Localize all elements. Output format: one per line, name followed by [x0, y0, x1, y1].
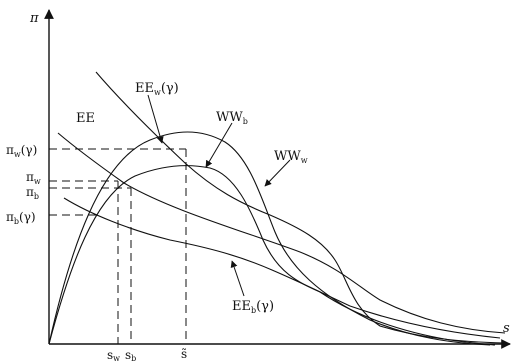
y-tick-pi-w: πw [26, 170, 41, 186]
y-tick-pi-b-gamma: πb(γ) [6, 210, 36, 226]
label-ww-w: WWw [274, 149, 308, 165]
leader-ww-b [205, 122, 233, 168]
curve-ee-b-gamma [63, 197, 501, 339]
curve-ww-b [48, 131, 491, 346]
curves [48, 71, 506, 346]
curve-ee-w-gamma [95, 71, 506, 344]
label-ee-w-gamma: EEw(γ) [135, 81, 179, 97]
y-tick-pi-b: πb [26, 185, 39, 201]
label-ee-b-gamma: EEb(γ) [232, 299, 274, 315]
leader-ee-w-gamma [147, 94, 164, 144]
y-tick-pi-w-gamma: πw(γ) [6, 143, 37, 159]
x-tick-s-w: sw [107, 348, 120, 361]
label-ww-b: WWb [216, 110, 248, 126]
x-tick-s-b: sb [125, 348, 136, 361]
leader-ee-b-gamma [230, 260, 245, 297]
leaders [147, 94, 291, 297]
curve-ee [57, 132, 506, 334]
label-ee: EE [76, 111, 95, 126]
leader-ww-w [264, 159, 291, 187]
curve-ww-w [48, 165, 496, 346]
y-axis-label: π [29, 11, 39, 26]
x-axis-label: s [503, 321, 510, 336]
x-tick-s-tilde: s̃ [181, 347, 187, 361]
